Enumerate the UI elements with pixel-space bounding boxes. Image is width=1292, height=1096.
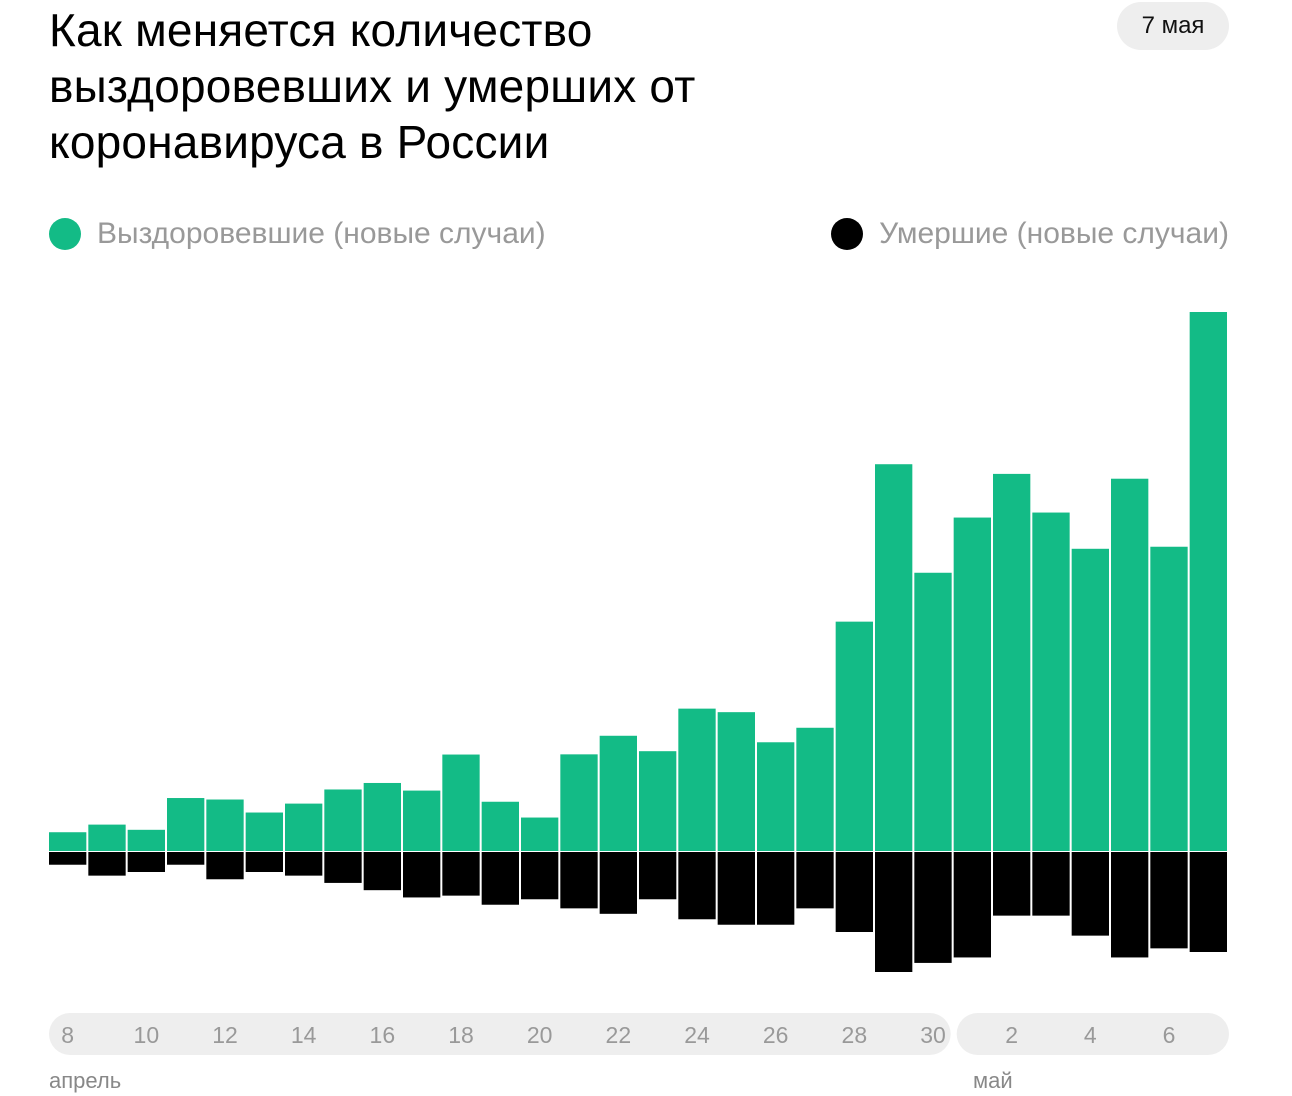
bar-deaths-27 bbox=[796, 852, 834, 909]
bar-recovered-8 bbox=[49, 832, 87, 851]
bar-deaths-6 bbox=[1150, 852, 1188, 949]
bar-recovered-22 bbox=[599, 735, 637, 851]
bar-deaths-16 bbox=[363, 852, 401, 891]
chart-title: Как меняется количество выздоровевших и … bbox=[49, 4, 696, 168]
bar-deaths-5 bbox=[1111, 852, 1149, 958]
bar-deaths-24 bbox=[678, 852, 716, 920]
bar-deaths-12 bbox=[206, 852, 244, 880]
bar-deaths-2 bbox=[993, 852, 1031, 916]
bar-deaths-22 bbox=[599, 852, 637, 914]
bar-recovered-3 bbox=[1032, 512, 1070, 851]
bar-recovered-12 bbox=[206, 799, 244, 851]
date-badge: 7 мая bbox=[1117, 2, 1229, 50]
bar-recovered-7 bbox=[1189, 312, 1227, 851]
tick-label: 30 bbox=[920, 1022, 946, 1048]
bar-recovered-6 bbox=[1150, 546, 1188, 851]
bar-deaths-1 bbox=[953, 852, 991, 958]
bar-deaths-28 bbox=[835, 852, 873, 932]
tick-label: 26 bbox=[763, 1022, 789, 1048]
tick-label: 12 bbox=[212, 1022, 238, 1048]
bar-recovered-5 bbox=[1111, 478, 1149, 851]
bar-recovered-20 bbox=[521, 817, 559, 851]
bar-recovered-10 bbox=[127, 829, 165, 851]
bar-recovered-18 bbox=[442, 754, 480, 851]
bar-deaths-15 bbox=[324, 852, 362, 883]
bar-recovered-30 bbox=[914, 572, 952, 851]
bar-recovered-1 bbox=[953, 517, 991, 851]
bar-deaths-23 bbox=[639, 852, 677, 900]
bar-recovered-9 bbox=[88, 824, 126, 851]
bar-recovered-26 bbox=[757, 742, 795, 851]
tick-label: 24 bbox=[684, 1022, 710, 1048]
bar-deaths-13 bbox=[245, 852, 283, 872]
bar-deaths-18 bbox=[442, 852, 480, 896]
bar-deaths-30 bbox=[914, 852, 952, 963]
bar-recovered-4 bbox=[1071, 548, 1109, 851]
axis-pill-may bbox=[956, 1013, 1229, 1055]
bar-recovered-24 bbox=[678, 708, 716, 851]
bar-deaths-8 bbox=[49, 852, 87, 865]
bar-deaths-9 bbox=[88, 852, 126, 876]
bar-recovered-25 bbox=[717, 712, 755, 851]
tick-label: 8 bbox=[61, 1022, 74, 1048]
bar-recovered-14 bbox=[285, 803, 323, 851]
bar-deaths-3 bbox=[1032, 852, 1070, 916]
bar-recovered-27 bbox=[796, 727, 834, 851]
bar-deaths-29 bbox=[875, 852, 913, 972]
tick-label: 16 bbox=[370, 1022, 396, 1048]
tick-label: 4 bbox=[1084, 1022, 1097, 1048]
bar-deaths-20 bbox=[521, 852, 559, 900]
bar-recovered-16 bbox=[363, 782, 401, 851]
axis-pill-april bbox=[49, 1013, 951, 1055]
legend-recovered-dot bbox=[49, 218, 81, 250]
bar-recovered-19 bbox=[481, 801, 519, 851]
tick-label: 6 bbox=[1163, 1022, 1176, 1048]
bar-deaths-19 bbox=[481, 852, 519, 905]
tick-label: 22 bbox=[606, 1022, 632, 1048]
bar-deaths-26 bbox=[757, 852, 795, 925]
month-label-april: апрель bbox=[49, 1068, 122, 1093]
legend-deaths-dot bbox=[831, 218, 864, 250]
month-label-may: май bbox=[973, 1068, 1013, 1093]
legend-item-recovered: Выздоровевшие (новые случаи) bbox=[49, 214, 546, 254]
tick-label: 14 bbox=[291, 1022, 317, 1048]
bar-deaths-7 bbox=[1189, 852, 1227, 952]
tick-label: 28 bbox=[842, 1022, 868, 1048]
bar-recovered-2 bbox=[993, 473, 1031, 851]
bar-deaths-11 bbox=[167, 852, 205, 865]
legend-recovered-label: Выздоровевшие (новые случаи) bbox=[97, 217, 546, 250]
bar-recovered-17 bbox=[403, 790, 441, 851]
bar-deaths-14 bbox=[285, 852, 323, 876]
tick-label: 18 bbox=[448, 1022, 474, 1048]
bar-recovered-11 bbox=[167, 798, 205, 851]
tick-label: 10 bbox=[134, 1022, 160, 1048]
bar-recovered-21 bbox=[560, 754, 598, 851]
tick-label: 2 bbox=[1005, 1022, 1018, 1048]
bar-deaths-17 bbox=[403, 852, 441, 898]
tick-label: 20 bbox=[527, 1022, 553, 1048]
bar-recovered-15 bbox=[324, 789, 362, 851]
bar-recovered-29 bbox=[875, 464, 913, 851]
legend-deaths-label: Умершие (новые случаи) bbox=[879, 217, 1229, 250]
bar-recovered-28 bbox=[835, 621, 873, 851]
bar-recovered-23 bbox=[639, 751, 677, 851]
bar-deaths-25 bbox=[717, 852, 755, 925]
bar-deaths-21 bbox=[560, 852, 598, 909]
legend-item-deaths: Умершие (новые случаи) bbox=[831, 214, 1229, 254]
bar-deaths-4 bbox=[1071, 852, 1109, 936]
bar-recovered-13 bbox=[245, 812, 283, 851]
bar-deaths-10 bbox=[127, 852, 165, 872]
